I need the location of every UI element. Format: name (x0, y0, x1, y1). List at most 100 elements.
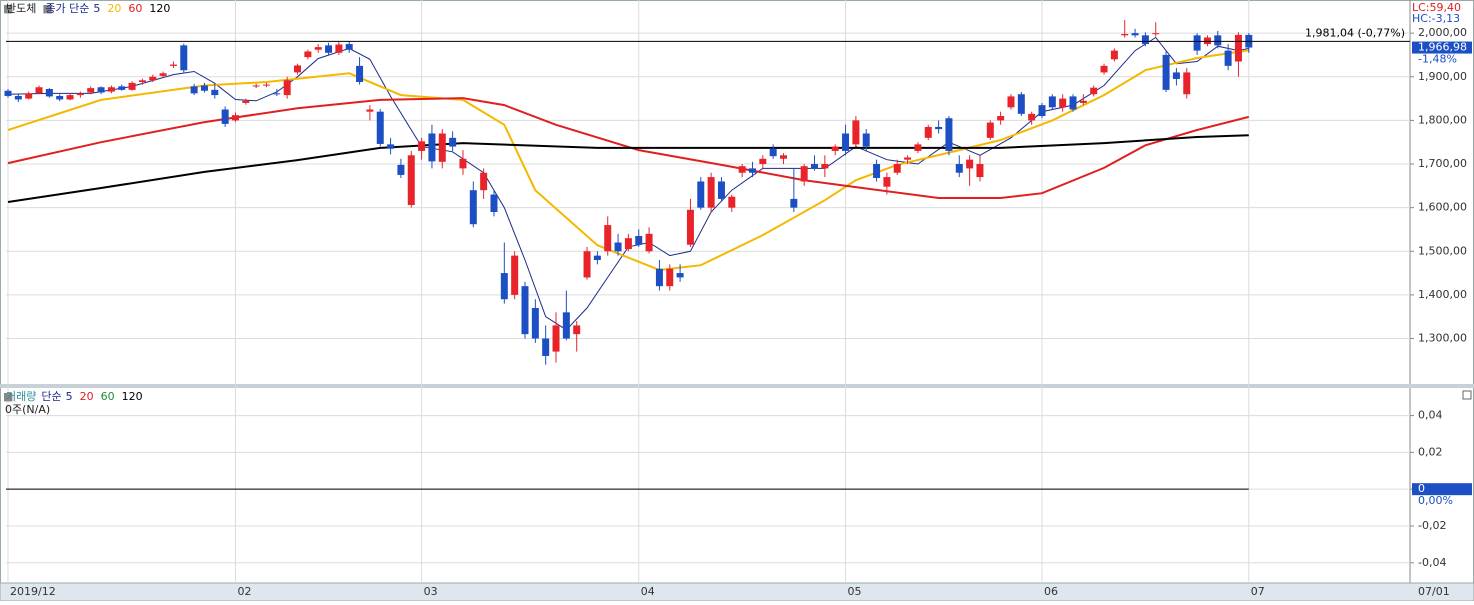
ma-line (7, 134, 1249, 203)
candle-body (200, 85, 208, 91)
candle-body (325, 45, 333, 53)
reference-label: 1,981,04 (-0,77%) (1305, 26, 1405, 39)
candle-body (345, 44, 353, 50)
candle-body (573, 325, 581, 335)
candle-body (76, 93, 84, 96)
legend-entry: 60 (101, 390, 115, 403)
candle-body (221, 109, 229, 124)
y-tick-label: 0,02 (1418, 445, 1443, 458)
candle-body (428, 133, 436, 162)
candle-body (531, 307, 539, 339)
candle-body (387, 144, 395, 149)
volume-title: 거래량 (6, 390, 36, 403)
candle-body (1224, 50, 1232, 66)
candle-body (1079, 100, 1087, 103)
candle-body (376, 111, 384, 144)
legend-prefix: 단순 (41, 390, 61, 403)
legend-entry: 5 (93, 2, 100, 15)
legend-entry: 20 (80, 390, 94, 403)
candle-body (583, 251, 591, 278)
legend-icon: ■ (3, 2, 13, 15)
candle-body (748, 168, 756, 173)
candle-body (697, 181, 705, 208)
candle-body (1131, 33, 1139, 36)
candle-body (655, 268, 663, 287)
candle-body (924, 126, 932, 138)
legend-entry: 20 (107, 2, 121, 15)
candle-body (397, 164, 405, 175)
candle-body (552, 325, 560, 352)
candle-body (1017, 94, 1025, 114)
candle-body (873, 164, 881, 178)
candle-body (1214, 35, 1222, 46)
panel-divider (0, 384, 1474, 388)
candle-body (1007, 96, 1015, 108)
legend-entry: 60 (128, 2, 142, 15)
candle-body (159, 73, 167, 76)
candle-body (283, 80, 291, 96)
candle-body (707, 177, 715, 208)
candle-body (169, 64, 177, 66)
candle-body (645, 233, 653, 252)
candle-body (728, 196, 736, 208)
y-tick-label: 1,800,00 (1418, 113, 1467, 126)
candle-body (862, 133, 870, 147)
candle-body (56, 95, 64, 100)
legend-entry: 120 (149, 2, 170, 15)
candle-body (1069, 96, 1077, 110)
candle-body (252, 85, 260, 87)
x-tick-label: 05 (848, 585, 862, 598)
candle-body (842, 133, 850, 151)
candle-body (511, 255, 519, 295)
candle-body (686, 209, 694, 245)
candle-body (1172, 72, 1180, 79)
y-tick-label: 1,500,00 (1418, 244, 1467, 257)
candle-body (407, 155, 415, 206)
candle-body (14, 95, 22, 100)
x-tick-label: 04 (641, 585, 655, 598)
candle-body (1183, 72, 1191, 95)
candle-body (1203, 37, 1211, 45)
x-tick-label: 02 (237, 585, 251, 598)
candle-body (490, 194, 498, 213)
legend-icon: ■ (42, 2, 52, 15)
candle-body (604, 225, 612, 252)
candle-body (780, 155, 787, 159)
candle-body (180, 45, 188, 71)
candle-body (190, 86, 198, 94)
candle-body (800, 166, 808, 182)
candle-body (521, 286, 529, 335)
legend-prefix: 종가 단순 (45, 2, 89, 15)
candle-body (955, 164, 963, 173)
candle-body (263, 84, 270, 86)
candle-body (459, 158, 467, 169)
candle-body (438, 133, 446, 162)
close-button[interactable] (1462, 390, 1472, 400)
candle-body (500, 273, 508, 300)
candle-body (1100, 65, 1108, 73)
candle-body (769, 148, 777, 157)
zero-pct-label: 0,00% (1418, 494, 1453, 507)
y-tick-label: 1,600,00 (1418, 201, 1467, 214)
candle-body (790, 198, 798, 208)
candle-body (128, 82, 136, 90)
lc-label: LC:59,40 (1412, 1, 1461, 14)
chart-title: 반도체 (6, 2, 36, 15)
candle-body (35, 87, 43, 94)
candle-body (935, 126, 943, 130)
y-tick-label: 1,400,00 (1418, 288, 1467, 301)
candle-body (97, 87, 105, 93)
x-end-label: 07/01 (1418, 585, 1450, 598)
y-tick-label: -0,02 (1418, 519, 1446, 532)
candle-body (945, 118, 953, 151)
y-tick-label: 1,300,00 (1418, 332, 1467, 345)
candle-body (738, 166, 746, 173)
ma-line (7, 97, 1250, 199)
candle-body (1059, 98, 1067, 108)
last-price-label: 1,966,98 (1418, 41, 1467, 54)
candle-body (883, 177, 891, 187)
candle-body (231, 115, 239, 121)
candle-body (366, 109, 374, 112)
candle-body (242, 100, 250, 103)
candle-body (831, 146, 839, 151)
